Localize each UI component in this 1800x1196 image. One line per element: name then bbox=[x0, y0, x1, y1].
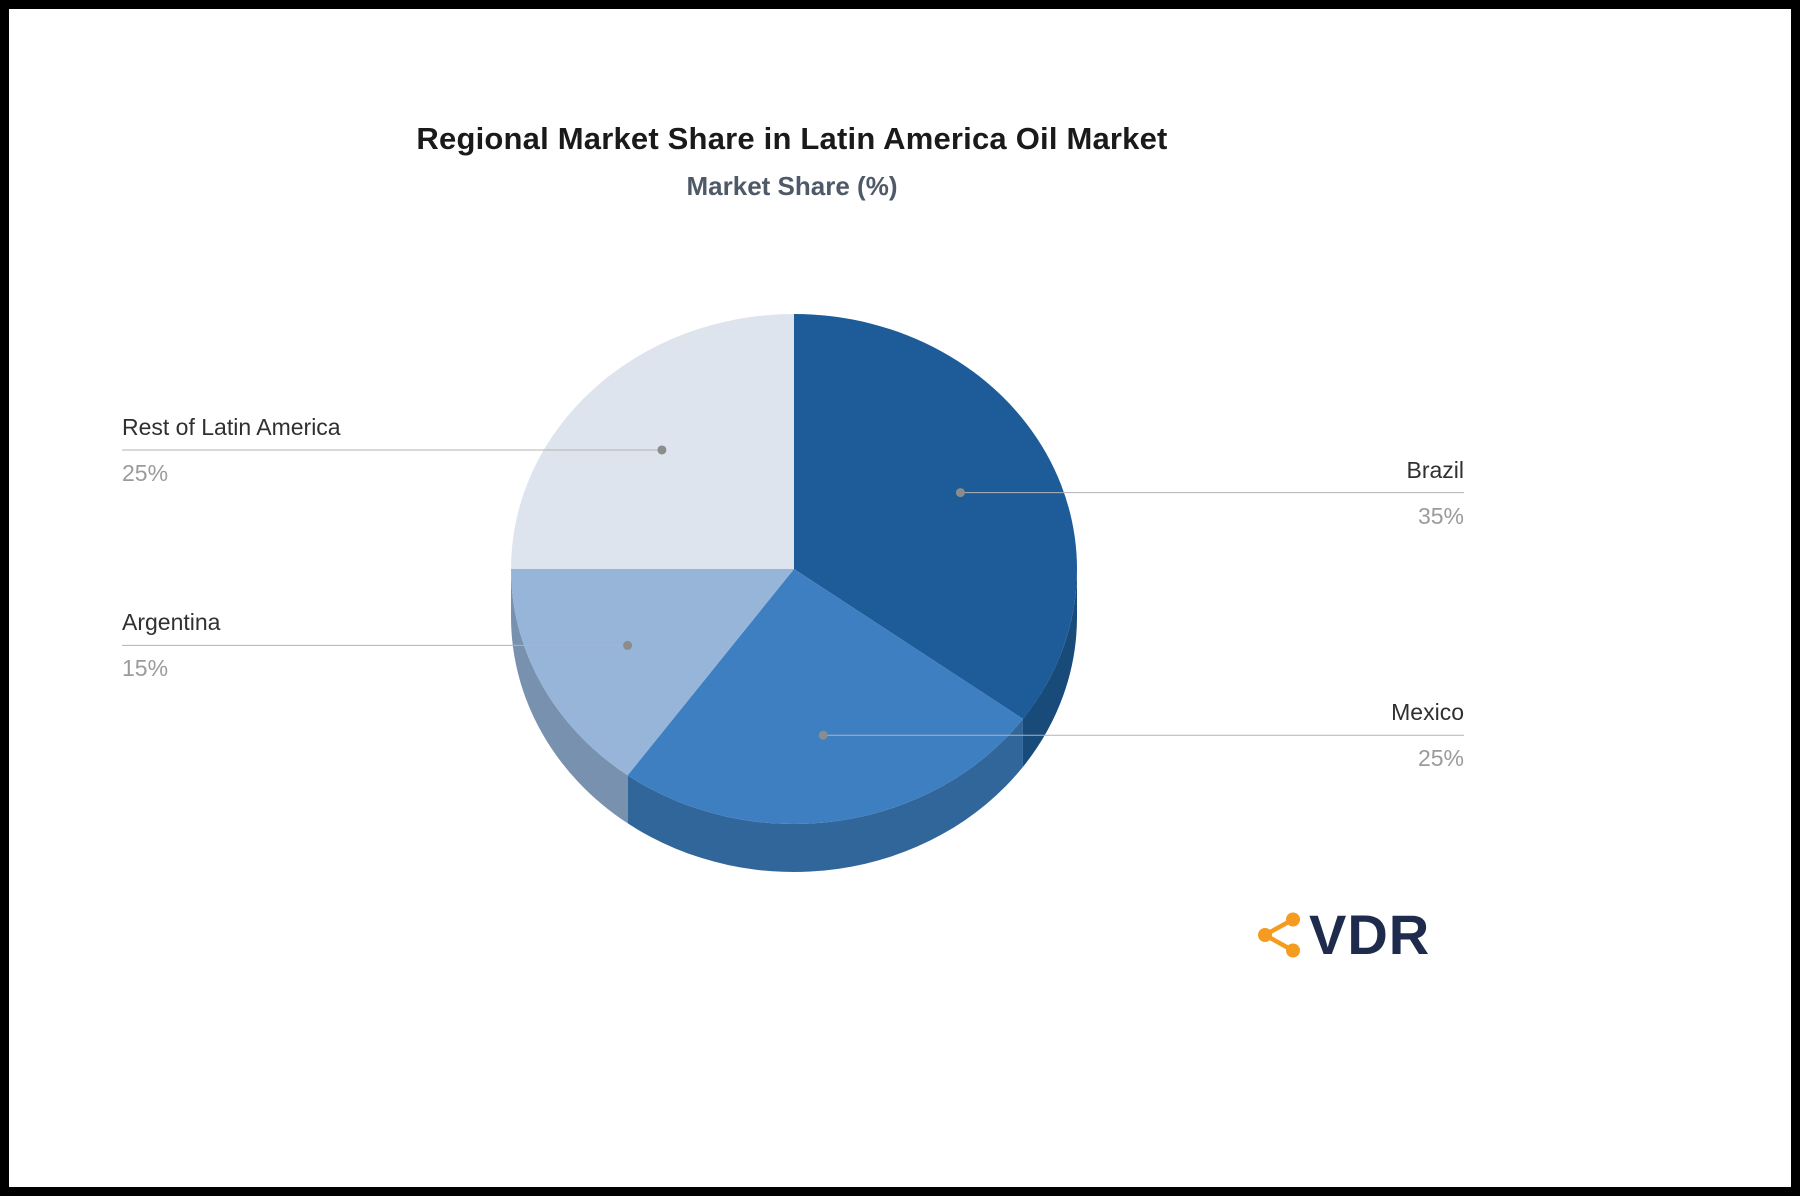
leader-dot bbox=[955, 488, 965, 498]
pie-slice bbox=[794, 314, 1077, 719]
slice-label: Brazil bbox=[1406, 456, 1464, 483]
slice-value: 25% bbox=[1417, 745, 1464, 772]
leader-dot bbox=[657, 445, 667, 455]
pie-chart bbox=[122, 314, 1464, 872]
leader-dot bbox=[623, 640, 633, 650]
chart-subtitle: Market Share (%) bbox=[686, 171, 898, 201]
leader-dot bbox=[818, 730, 828, 740]
slice-value: 15% bbox=[122, 655, 169, 682]
callout-mexico: Mexico 25% bbox=[1391, 698, 1464, 772]
callout-brazil: Brazil 35% bbox=[1406, 456, 1464, 530]
pie-slice bbox=[627, 569, 1023, 824]
slice-label: Rest of Latin America bbox=[122, 413, 341, 440]
vdr-logo: VDR bbox=[1256, 907, 1430, 963]
pie-slice-side bbox=[1022, 569, 1077, 767]
pie-slice-side bbox=[511, 569, 628, 824]
pie-slice bbox=[511, 569, 794, 776]
chart-title: Regional Market Share in Latin America O… bbox=[416, 121, 1168, 156]
callout-rest-of-latin-america: Rest of Latin America 25% bbox=[122, 413, 341, 487]
slice-label: Argentina bbox=[122, 609, 221, 636]
share-network-icon bbox=[1258, 912, 1300, 958]
callout-argentina: Argentina 15% bbox=[122, 608, 220, 682]
slice-label: Mexico bbox=[1391, 699, 1464, 726]
pie-slice bbox=[511, 314, 794, 569]
logo-text: VDR bbox=[1309, 903, 1431, 966]
pie-slice-side bbox=[627, 718, 1023, 872]
slice-value: 35% bbox=[1417, 502, 1464, 529]
slice-value: 25% bbox=[122, 459, 169, 486]
